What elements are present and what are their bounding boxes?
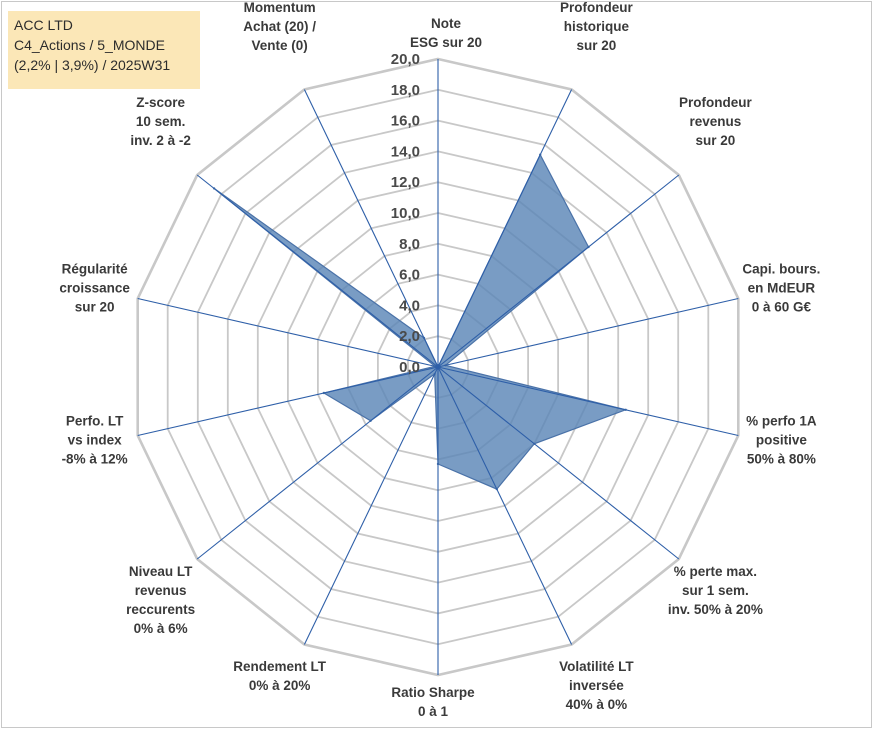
axis-spoke — [437, 366, 680, 560]
tick-label: 4,0 — [399, 297, 420, 314]
axis-label: Ratio Sharpe 0 à 1 — [391, 685, 475, 719]
tick-label: 18,0 — [391, 82, 420, 99]
tick-label: 2,0 — [399, 328, 420, 345]
axis-label: Capi. bours. en MdEUR 0 à 60 G€ — [742, 261, 820, 314]
axis-label: % perfo 1A positive 50% à 80% — [746, 414, 817, 467]
axis-spoke — [303, 89, 439, 368]
axis-spoke — [437, 366, 739, 437]
axis-spoke — [303, 366, 439, 645]
axis-spoke — [137, 297, 439, 368]
header-line-company: ACC LTD — [14, 17, 73, 33]
axis-label: Note ESG sur 20 — [410, 16, 482, 50]
axis-label: Profondeur historique sur 20 — [560, 0, 633, 53]
axis-label: % perte max. sur 1 sem. inv. 50% à 20% — [668, 564, 763, 617]
axis-label: Momentum Achat (20) / Vente (0) — [243, 0, 316, 53]
axis-spoke — [137, 366, 439, 437]
header-line-period: (2,2% | 3,9%) / 2025W31 — [14, 57, 171, 73]
axis-spoke — [437, 89, 573, 368]
axis-spoke — [437, 174, 680, 368]
axis-spoke — [437, 366, 573, 645]
tick-label: 16,0 — [391, 113, 420, 130]
axis-label: Volatilité LT inversée 40% à 0% — [559, 659, 634, 712]
tick-label: 20,0 — [391, 51, 420, 68]
axis-spoke — [196, 174, 439, 368]
tick-label: 8,0 — [399, 236, 420, 253]
axis-label: Profondeur revenus sur 20 — [679, 95, 752, 148]
chart-header-box: ACC LTD C4_Actions / 5_MONDE (2,2% | 3,9… — [8, 11, 200, 89]
tick-label: 10,0 — [391, 205, 420, 222]
axis-label: Régularité croissance sur 20 — [59, 261, 130, 314]
header-line-category: C4_Actions / 5_MONDE — [14, 37, 165, 53]
axis-spoke — [196, 366, 439, 560]
tick-label: 6,0 — [399, 267, 420, 284]
axis-label: Niveau LT revenus reccurents 0% à 6% — [126, 564, 195, 636]
tick-label: 14,0 — [391, 143, 420, 160]
axis-label: Perfo. LT vs index -8% à 12% — [62, 414, 128, 467]
axis-spoke — [437, 297, 739, 368]
tick-label: 0,0 — [399, 359, 420, 376]
axis-label: Rendement LT 0% à 20% — [233, 659, 327, 693]
tick-label: 12,0 — [391, 174, 420, 191]
axis-label: Z-score 10 sem. inv. 2 à -2 — [130, 95, 191, 148]
